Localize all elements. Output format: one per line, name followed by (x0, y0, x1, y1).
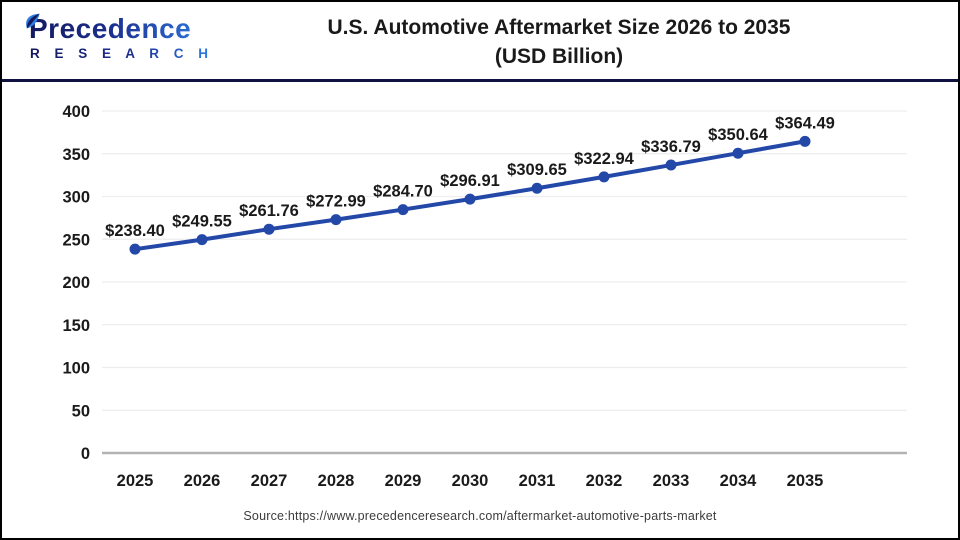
data-point-label: $238.40 (105, 222, 165, 240)
y-tick-label: 100 (62, 360, 90, 378)
data-point-label: $261.76 (239, 202, 299, 220)
y-tick-label: 300 (62, 189, 90, 207)
data-point (330, 214, 342, 226)
x-tick-label: 2028 (318, 472, 355, 490)
y-tick-label: 50 (72, 402, 90, 420)
y-tick-label: 200 (62, 274, 90, 292)
chart-area: 0 50 100 150 200 250 300 350 400 2025 2026 2027 2028… (2, 82, 958, 535)
source-text: Source:https://www.precedenceresearch.co… (243, 509, 717, 523)
leaf-icon (22, 6, 42, 36)
y-tick-label: 250 (62, 231, 90, 249)
x-tick-label: 2029 (385, 472, 422, 490)
y-tick-label: 150 (62, 317, 90, 335)
data-point-label: $284.70 (373, 183, 433, 201)
logo: Precedence R E S E A R C H (26, 13, 214, 61)
x-tick-label: 2033 (653, 472, 690, 490)
data-point-label: $364.49 (775, 114, 835, 132)
data-point-label: $350.64 (708, 126, 768, 144)
chart-svg: 0 50 100 150 200 250 300 350 400 2025 2026 2027 2028… (62, 103, 907, 490)
data-point-label: $296.91 (440, 172, 500, 190)
x-tick-label: 2031 (519, 472, 556, 490)
x-tick-label: 2026 (184, 472, 221, 490)
x-tick-label: 2030 (452, 472, 489, 490)
y-tick-label: 400 (62, 103, 90, 121)
data-point-label: $249.55 (172, 213, 232, 231)
data-point (732, 147, 744, 159)
logo-wordmark: Precedence (26, 13, 214, 43)
data-point-label: $309.65 (507, 161, 567, 179)
chart-title-line2: (USD Billion) (494, 45, 624, 69)
data-point-label: $272.99 (306, 193, 366, 211)
data-point (129, 243, 141, 255)
y-tick-label: 350 (62, 146, 90, 164)
x-tick-label: 2025 (117, 472, 154, 490)
data-point (665, 159, 677, 171)
data-point (263, 223, 275, 235)
chart-title: U.S. Automotive Aftermarket Size 2026 to… (160, 13, 958, 72)
data-point (531, 182, 543, 194)
x-tick-label: 2034 (720, 472, 758, 490)
logo-subtext: R E S E A R C H (27, 47, 214, 61)
x-tick-label: 2032 (586, 472, 623, 490)
data-point (196, 234, 208, 246)
y-tick-label: 0 (81, 445, 90, 463)
chart-title-line1: U.S. Automotive Aftermarket Size 2026 to… (327, 16, 791, 39)
data-point-label: $336.79 (641, 138, 701, 156)
x-tick-label: 2027 (251, 472, 288, 490)
data-point (598, 171, 610, 183)
data-point (397, 204, 409, 216)
x-tick-label: 2035 (787, 472, 824, 490)
data-point (799, 135, 811, 147)
header: Precedence R E S E A R C H U.S. Automoti… (2, 2, 958, 82)
data-point (464, 193, 476, 205)
data-point-label: $322.94 (574, 150, 634, 168)
